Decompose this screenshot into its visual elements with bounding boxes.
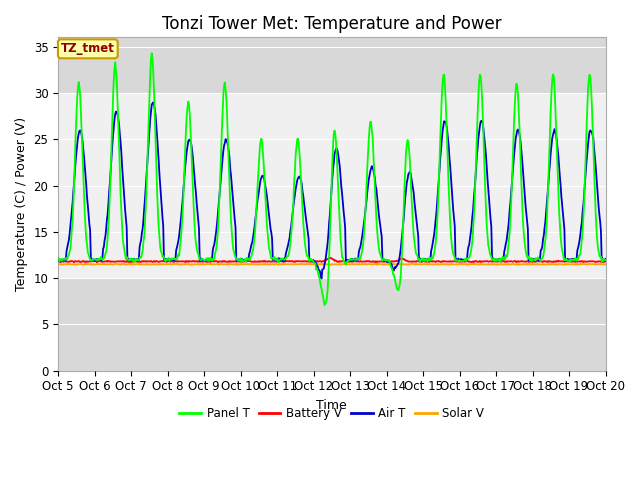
Air T <box>206 256 214 262</box>
Solar V <box>64 262 72 267</box>
Air T <box>177 218 184 224</box>
Air T <box>317 276 325 281</box>
Air T <box>416 255 424 261</box>
Air T <box>400 215 408 221</box>
Solar V <box>416 262 424 267</box>
Air T <box>602 256 609 262</box>
Line: Solar V: Solar V <box>58 264 605 265</box>
Air T <box>120 196 128 202</box>
Solar V <box>206 261 214 267</box>
Air T <box>64 240 72 246</box>
Panel T <box>54 255 62 261</box>
X-axis label: Time: Time <box>316 399 348 412</box>
Solar V <box>177 262 184 267</box>
Line: Panel T: Panel T <box>58 53 605 305</box>
Panel T <box>400 204 408 210</box>
Text: TZ_tmet: TZ_tmet <box>61 42 115 55</box>
Battery V <box>400 256 408 262</box>
Solar V <box>400 261 408 267</box>
Battery V <box>602 258 609 264</box>
Battery V <box>64 259 72 264</box>
Solar V <box>326 262 334 268</box>
Legend: Panel T, Battery V, Air T, Solar V: Panel T, Battery V, Air T, Solar V <box>175 402 489 425</box>
Battery V <box>416 259 424 264</box>
Battery V <box>70 260 78 265</box>
Y-axis label: Temperature (C) / Power (V): Temperature (C) / Power (V) <box>15 117 28 291</box>
Line: Battery V: Battery V <box>58 258 605 263</box>
Panel T <box>177 238 184 244</box>
Solar V <box>54 262 62 267</box>
Air T <box>150 99 157 105</box>
Battery V <box>54 258 62 264</box>
Panel T <box>206 257 214 263</box>
Solar V <box>171 261 179 266</box>
Panel T <box>321 302 328 308</box>
Bar <box>58 93 605 278</box>
Battery V <box>206 259 214 264</box>
Panel T <box>64 253 72 259</box>
Solar V <box>120 261 128 267</box>
Panel T <box>120 248 128 253</box>
Panel T <box>602 257 609 263</box>
Title: Tonzi Tower Met: Temperature and Power: Tonzi Tower Met: Temperature and Power <box>162 15 502 33</box>
Solar V <box>602 262 609 267</box>
Battery V <box>177 259 184 264</box>
Panel T <box>416 259 424 265</box>
Panel T <box>148 50 156 56</box>
Battery V <box>325 255 333 261</box>
Line: Air T: Air T <box>58 102 605 278</box>
Battery V <box>122 259 129 264</box>
Air T <box>54 255 62 261</box>
